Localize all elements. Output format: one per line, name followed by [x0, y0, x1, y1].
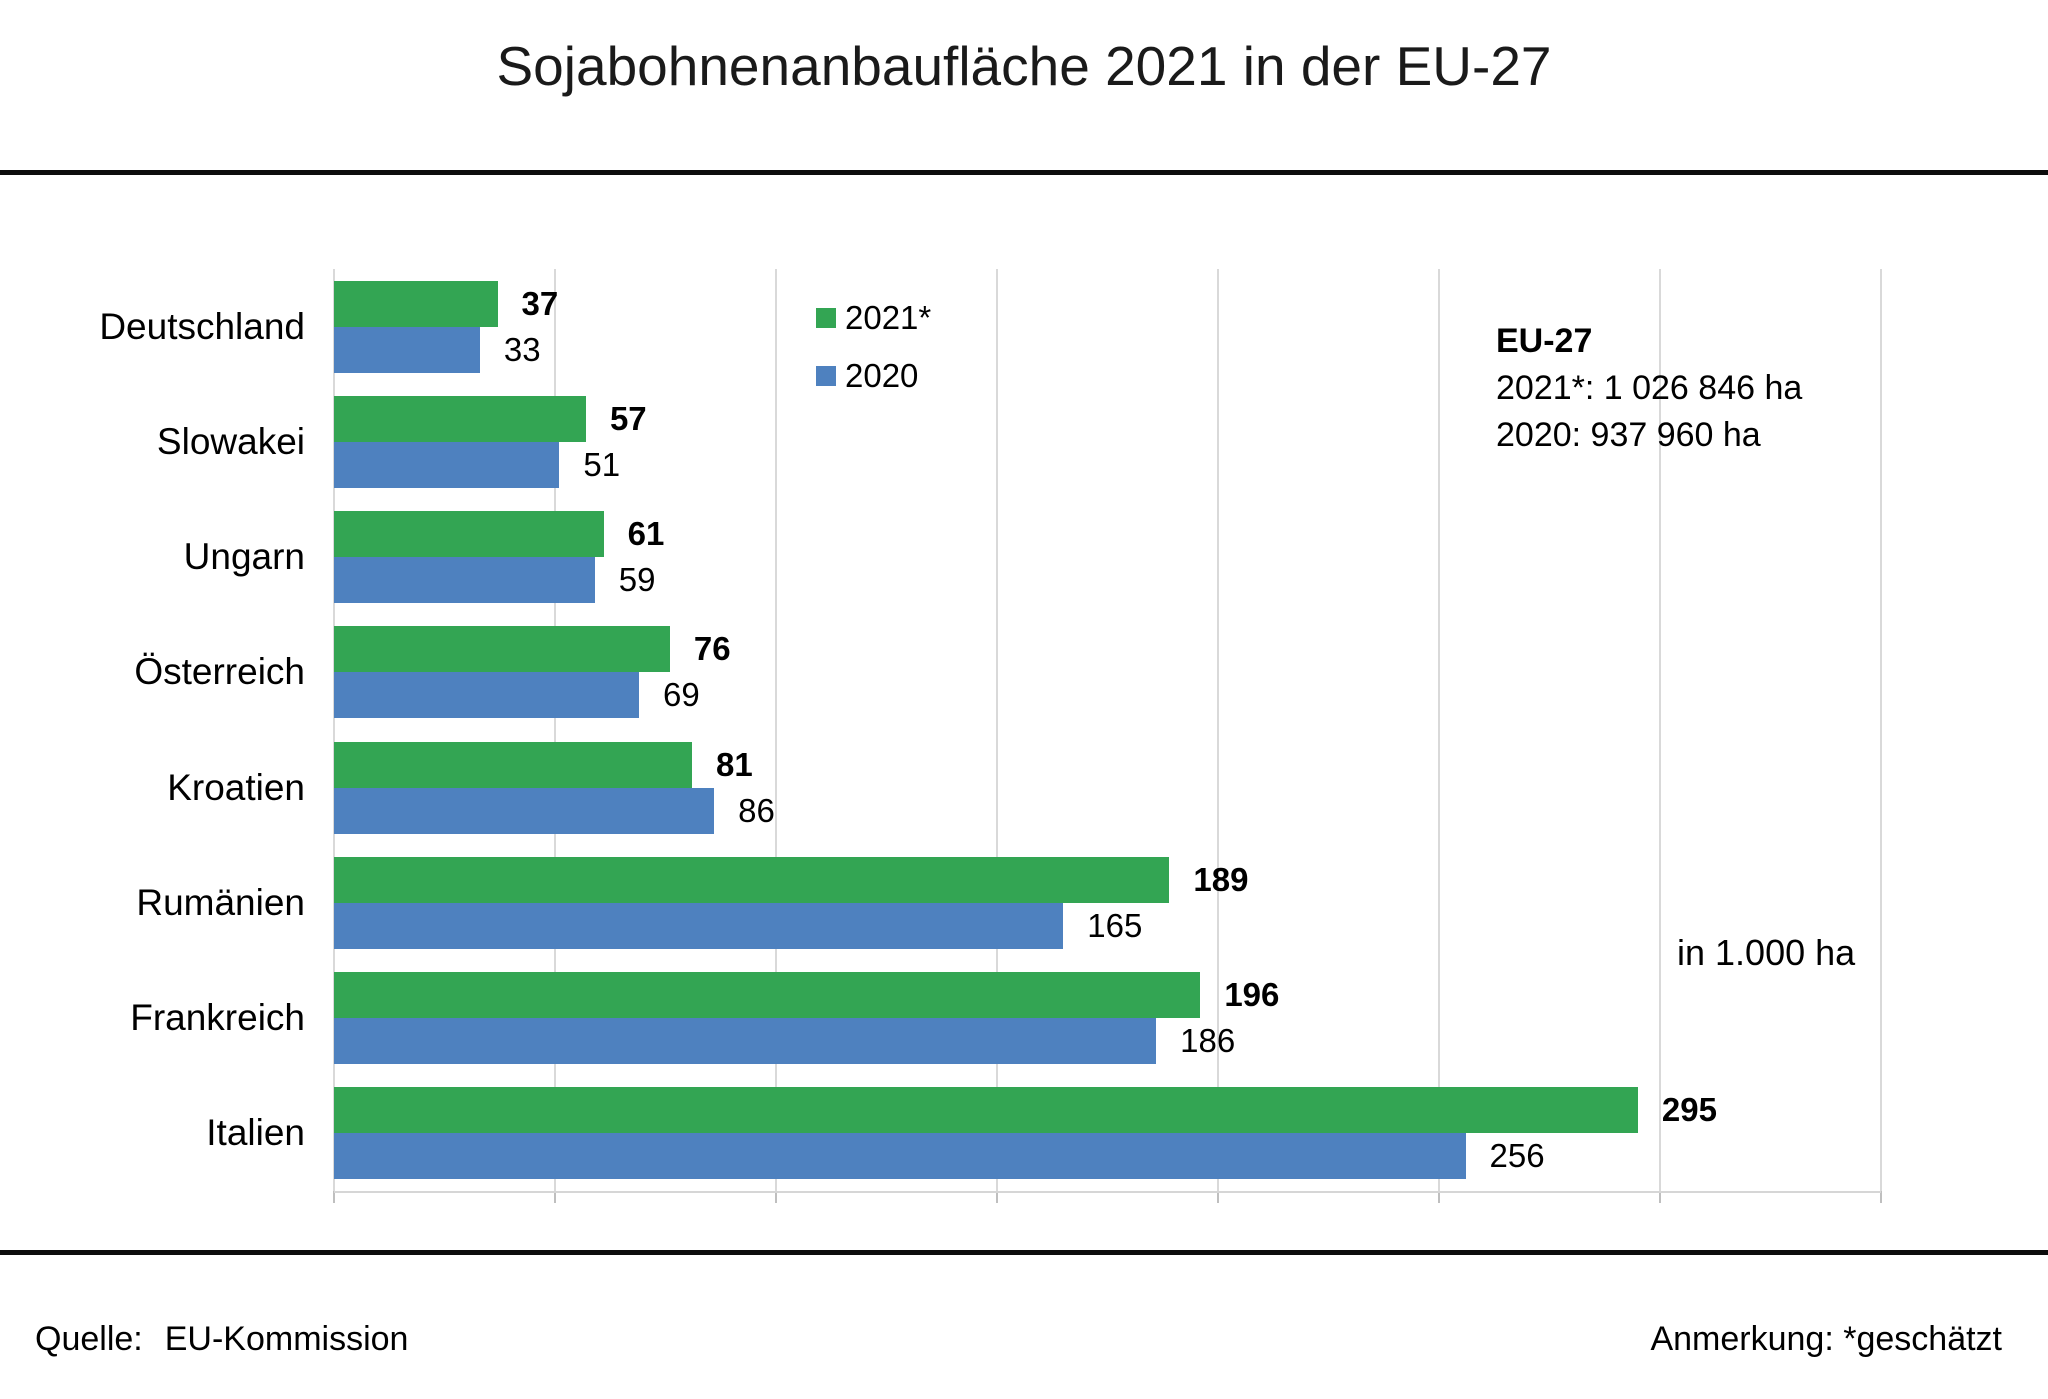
axis-tick-300: [1659, 1191, 1661, 1203]
axis-tick-50: [554, 1191, 556, 1203]
source-note: Quelle: EU-Kommission: [35, 1320, 408, 1359]
source-value: EU-Kommission: [164, 1320, 409, 1358]
bar-2020-ungarn: [334, 557, 595, 603]
axis-tick-350: [1880, 1191, 1882, 1203]
bar-2021--slowakei: [334, 395, 586, 442]
axis-tick-150: [996, 1191, 998, 1203]
gridline-100: [775, 269, 777, 1191]
gridline-150: [996, 269, 998, 1191]
chart-title: Sojabohnenanbaufläche 2021 in der EU-27: [496, 35, 1552, 97]
bar-2021---sterreich: [334, 626, 670, 673]
bar-2021--rum-nien: [334, 856, 1170, 903]
bar-2020--sterreich: [334, 672, 639, 719]
legend-label-2020: 2020: [845, 357, 919, 394]
value-label-2020-kroatien: 86: [738, 791, 775, 829]
category-label-italien: Italien: [206, 1112, 305, 1154]
legend-label-2021: 2021*: [845, 299, 932, 336]
value-label-2020-italien: 256: [1489, 1137, 1545, 1175]
chart-legend: 2021* 2020: [816, 299, 931, 415]
legend-swatch-2021-icon: [816, 308, 836, 328]
value-label-2021--italien: 295: [1661, 1091, 1717, 1129]
axis-tick-0: [333, 1191, 335, 1203]
eu27-summary-annotation: EU-27 2021*: 1 026 846 ha 2020: 937 960 …: [1496, 318, 1802, 459]
legend-item-2021: 2021*: [816, 299, 931, 337]
category-label-kroatien: Kroatien: [167, 766, 305, 808]
value-label-2021--kroatien: 81: [716, 745, 753, 783]
axis-unit-label: in 1.000 ha: [1677, 932, 1856, 973]
gridline-50: [554, 269, 556, 1191]
category-label-slowakei: Slowakei: [156, 420, 305, 462]
value-label-2020-frankreich: 186: [1180, 1022, 1236, 1059]
top-divider-line: [0, 170, 2048, 175]
value-label-2021--ungarn: 61: [627, 515, 665, 552]
gridline-300: [1659, 269, 1661, 1191]
category-label-deutschland: Deutschland: [99, 305, 305, 347]
axis-tick-200: [1217, 1191, 1219, 1203]
eu27-total-2021: 2021*: 1 026 846 ha: [1496, 369, 1803, 407]
axis-tick-100: [775, 1191, 777, 1203]
x-axis-line: [334, 1191, 1881, 1193]
gridline-250: [1438, 269, 1440, 1191]
value-label-2020-rum-nien: 165: [1087, 906, 1143, 944]
bar-2020-slowakei: [334, 441, 560, 488]
value-label-2020-ungarn: 59: [618, 561, 656, 598]
bar-2020-rum-nien: [334, 902, 1064, 949]
category-label-rum-nien: Rumänien: [136, 881, 305, 923]
bar-2020-italien: [334, 1133, 1466, 1180]
bar-2021--kroatien: [334, 741, 693, 788]
bar-2020-frankreich: [334, 1018, 1157, 1064]
category-label-frankreich: Frankreich: [130, 997, 305, 1038]
bar-2020-kroatien: [334, 787, 715, 834]
bar-2021--ungarn: [334, 511, 604, 557]
bar-2021--deutschland: [334, 280, 498, 327]
value-label-2021--rum-nien: 189: [1193, 860, 1249, 898]
value-label-2020--sterreich: 69: [662, 676, 700, 714]
eu27-heading: EU-27: [1496, 322, 1593, 360]
estimate-note: Anmerkung: *geschätzt: [1650, 1320, 2002, 1358]
bar-2020-deutschland: [334, 326, 480, 373]
gridline-350: [1880, 269, 1882, 1191]
eu27-total-2020: 2020: 937 960 ha: [1496, 416, 1761, 454]
value-label-2021--frankreich: 196: [1224, 976, 1280, 1013]
value-label-2021---sterreich: 76: [693, 630, 731, 668]
category-label-ungarn: Ungarn: [183, 536, 305, 577]
value-label-2021--slowakei: 57: [609, 399, 647, 437]
source-label: Quelle:: [35, 1320, 143, 1358]
bar-2021--italien: [334, 1087, 1638, 1134]
value-label-2020-slowakei: 51: [583, 445, 621, 483]
bottom-divider-line: [0, 1250, 2048, 1255]
axis-tick-250: [1438, 1191, 1440, 1203]
bar-2021--frankreich: [334, 972, 1201, 1018]
legend-item-2020: 2020: [816, 357, 931, 395]
gridline-0: [333, 269, 335, 1191]
gridline-200: [1217, 269, 1219, 1191]
value-label-2021--deutschland: 37: [521, 284, 559, 322]
value-label-2020-deutschland: 33: [503, 330, 541, 368]
category-label--sterreich: Österreich: [134, 651, 305, 693]
legend-swatch-2020-icon: [816, 366, 836, 386]
